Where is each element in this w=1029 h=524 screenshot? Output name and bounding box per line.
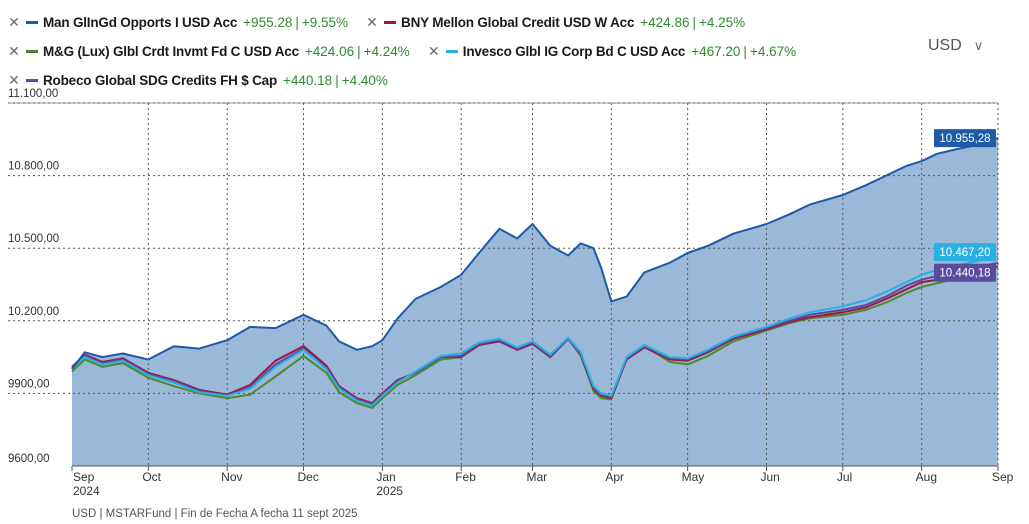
y-tick-label: 9600,00	[8, 453, 50, 465]
x-tick-label: May	[682, 470, 705, 484]
currency-label: USD	[928, 37, 962, 54]
remove-series-icon[interactable]: ✕	[8, 43, 20, 59]
series-swatch	[26, 50, 38, 53]
legend-fund-gain: +955.28	[243, 15, 293, 30]
x-tick-label: Aug	[916, 470, 937, 484]
remove-series-icon[interactable]: ✕	[366, 14, 378, 30]
x-tick-label: Sep	[73, 470, 95, 484]
x-tick-label: Oct	[142, 470, 161, 484]
chevron-down-icon: ∨	[973, 38, 984, 53]
x-tick-label: Jul	[837, 470, 852, 484]
legend-item-bny-mellon[interactable]: ✕ BNY Mellon Global Credit USD W Acc +42…	[366, 14, 746, 30]
x-tick-label: Jan	[376, 470, 395, 484]
series-line	[71, 255, 999, 407]
legend-fund-name: BNY Mellon Global Credit USD W Acc	[401, 15, 635, 30]
legend-item-mg-lux[interactable]: ✕ M&G (Lux) Glbl Crdt Invmt Fd C USD Acc…	[8, 43, 410, 59]
legend-row-3: ✕ Robeco Global SDG Credits FH $ Cap +44…	[8, 66, 908, 95]
y-tick-label: 11.100,00	[8, 88, 58, 100]
y-tick-label: 9900,00	[8, 378, 50, 390]
legend-fund-pct: +4.25%	[698, 15, 746, 30]
remove-series-icon[interactable]: ✕	[8, 14, 20, 30]
y-tick-label: 10.500,00	[8, 233, 59, 245]
legend-item-man-glingd[interactable]: ✕ Man GlInGd Opports I USD Acc +955.28 |…	[8, 14, 349, 30]
legend-row-2: ✕ M&G (Lux) Glbl Crdt Invmt Fd C USD Acc…	[8, 37, 908, 66]
legend-fund-name: M&G (Lux) Glbl Crdt Invmt Fd C USD Acc	[43, 44, 299, 59]
legend-fund-gain: +440.18	[283, 73, 333, 88]
x-tick-label: Nov	[221, 470, 242, 484]
legend-fund-name: Man GlInGd Opports I USD Acc	[43, 15, 238, 30]
y-tick-label: 10.800,00	[8, 161, 59, 173]
x-tick-label: Apr	[605, 470, 624, 484]
x-tick-label: Dec	[298, 470, 319, 484]
x-tick-label: Mar	[526, 470, 547, 484]
legend-fund-name: Invesco Glbl IG Corp Bd C USD Acc	[462, 44, 686, 59]
legend-item-robeco[interactable]: ✕ Robeco Global SDG Credits FH $ Cap +44…	[8, 72, 388, 88]
end-value-label: 10.440,18	[939, 268, 990, 280]
currency-selector[interactable]: USD ∨	[928, 37, 983, 55]
x-tick-year-label: 2025	[376, 484, 403, 498]
legend-row-1: ✕ Man GlInGd Opports I USD Acc +955.28 |…	[8, 8, 908, 37]
series-line	[71, 137, 999, 370]
chart-footer: USD | MSTARFund | Fin de Fecha A fecha 1…	[72, 508, 358, 520]
legend-fund-gain: +467.20	[691, 44, 741, 59]
series-swatch	[445, 50, 458, 53]
end-value-badge	[934, 243, 996, 262]
remove-series-icon[interactable]: ✕	[8, 72, 20, 88]
end-value-badge	[934, 263, 996, 282]
x-tick-year-label: 2024	[73, 484, 100, 498]
remove-series-icon[interactable]: ✕	[427, 43, 440, 59]
end-value-badge	[934, 129, 996, 148]
series-swatch	[26, 21, 38, 24]
end-value-label: 10.467,20	[939, 247, 990, 259]
legend-fund-gain: +424.86	[640, 15, 690, 30]
legend-fund-name: Robeco Global SDG Credits FH $ Cap	[43, 73, 277, 88]
legend-fund-pct: +4.67%	[749, 44, 797, 59]
chart-legend: ✕ Man GlInGd Opports I USD Acc +955.28 |…	[8, 8, 908, 95]
x-tick-label: Feb	[455, 470, 476, 484]
series-swatch	[26, 79, 38, 82]
legend-fund-pct: +9.55%	[301, 15, 349, 30]
y-tick-label: 10.200,00	[8, 306, 59, 318]
series-line	[71, 265, 999, 405]
end-value-label: 10.955,28	[939, 133, 990, 145]
series-swatch	[384, 21, 397, 24]
legend-fund-pct: +4.40%	[341, 73, 388, 88]
legend-fund-pct: +4.24%	[363, 44, 410, 59]
legend-item-invesco[interactable]: ✕ Invesco Glbl IG Corp Bd C USD Acc +467…	[427, 43, 797, 59]
x-tick-label: Sep	[992, 470, 1014, 484]
x-tick-label: Jun	[761, 470, 780, 484]
legend-fund-gain: +424.06	[304, 44, 355, 59]
